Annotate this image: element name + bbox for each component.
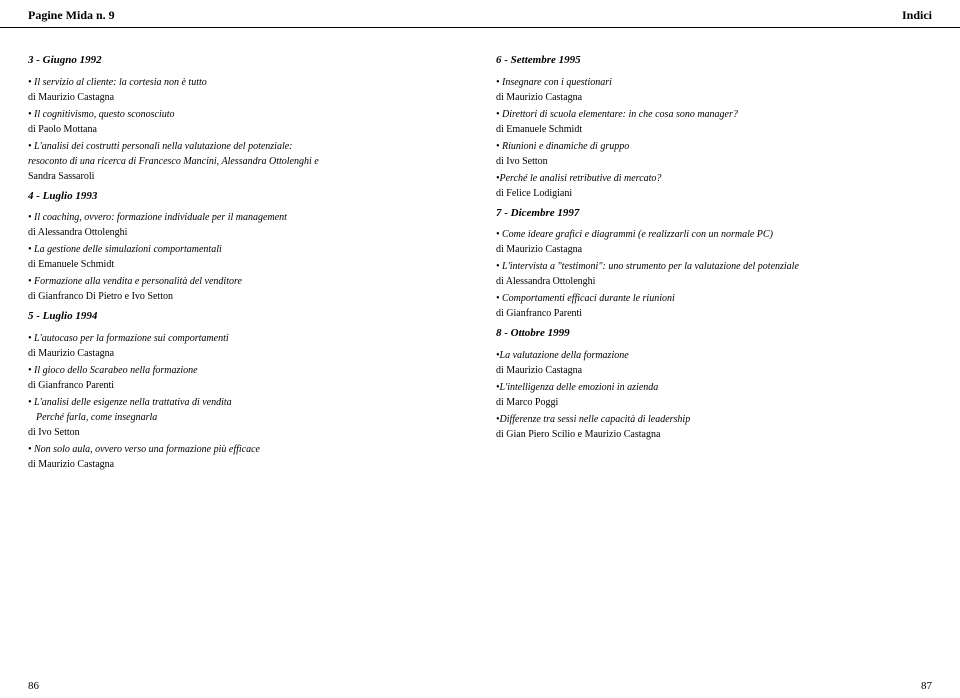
article-title: • L'autocaso per la formazione sui compo… (28, 331, 464, 346)
article-title: • Il servizio al cliente: la cortesia no… (28, 75, 464, 90)
article-author: di Gianfranco Parenti (496, 306, 932, 321)
article-title: •La valutazione della formazione (496, 348, 932, 363)
article-title: • Comportamenti efficaci durante le riun… (496, 291, 932, 306)
article-author: di Maurizio Castagna (28, 346, 464, 361)
left-column: 3 - Giugno 1992 • Il servizio al cliente… (28, 52, 464, 474)
article-author: di Emanuele Schmidt (28, 257, 464, 272)
section-heading: 3 - Giugno 1992 (28, 52, 464, 69)
article-title: •Differenze tra sessi nelle capacità di … (496, 412, 932, 427)
article-title: • L'analisi dei costrutti personali nell… (28, 139, 464, 154)
article-cont: Sandra Sassaroli (28, 169, 464, 184)
article-title: • Il cognitivismo, questo sconosciuto (28, 107, 464, 122)
article-author: di Maurizio Castagna (496, 363, 932, 378)
article-title: • Il gioco dello Scarabeo nella formazio… (28, 363, 464, 378)
article-title: •Perché le analisi retributive di mercat… (496, 171, 932, 186)
article-author: di Alessandra Ottolenghi (496, 274, 932, 289)
right-column: 6 - Settembre 1995 • Insegnare con i que… (496, 52, 932, 474)
article-author: di Maurizio Castagna (28, 457, 464, 472)
header-right: Indici (902, 8, 932, 23)
page-footer: 86 87 (0, 680, 960, 692)
article-title: • L'analisi delle esigenze nella trattat… (28, 395, 464, 410)
page-number-left: 86 (28, 680, 39, 692)
article-title: • Direttori di scuola elementare: in che… (496, 107, 932, 122)
article-title: • Come ideare grafici e diagrammi (e rea… (496, 227, 932, 242)
article-cont: Perché farla, come insegnarla (36, 410, 464, 425)
article-title: • Non solo aula, ovvero verso una formaz… (28, 442, 464, 457)
article-author: di Maurizio Castagna (496, 90, 932, 105)
section-heading: 4 - Luglio 1993 (28, 188, 464, 205)
article-title: • La gestione delle simulazioni comporta… (28, 242, 464, 257)
header-left: Pagine Mida n. 9 (28, 8, 115, 23)
article-author: di Ivo Setton (28, 425, 464, 440)
article-title: • L'intervista a "testimoni": uno strume… (496, 259, 932, 274)
article-author: di Felice Lodigiani (496, 186, 932, 201)
article-author: di Ivo Setton (496, 154, 932, 169)
article-author: di Maurizio Castagna (28, 90, 464, 105)
article-author: di Gianfranco Parenti (28, 378, 464, 393)
article-title: • Il coaching, ovvero: formazione indivi… (28, 210, 464, 225)
section-heading: 5 - Luglio 1994 (28, 308, 464, 325)
article-title: • Riunioni e dinamiche di gruppo (496, 139, 932, 154)
article-author: di Gianfranco Di Pietro e Ivo Setton (28, 289, 464, 304)
article-author: di Emanuele Schmidt (496, 122, 932, 137)
section-heading: 8 - Ottobre 1999 (496, 325, 932, 342)
article-title: • Insegnare con i questionari (496, 75, 932, 90)
article-author: di Maurizio Castagna (496, 242, 932, 257)
content-area: 3 - Giugno 1992 • Il servizio al cliente… (0, 28, 960, 474)
article-author: di Alessandra Ottolenghi (28, 225, 464, 240)
section-heading: 6 - Settembre 1995 (496, 52, 932, 69)
article-author: di Marco Poggi (496, 395, 932, 410)
page-number-right: 87 (921, 680, 932, 692)
article-author: di Gian Piero Scilio e Maurizio Castagna (496, 427, 932, 442)
article-title: • Formazione alla vendita e personalità … (28, 274, 464, 289)
article-author: di Paolo Mottana (28, 122, 464, 137)
page-header: Pagine Mida n. 9 Indici (0, 0, 960, 28)
article-title: •L'intelligenza delle emozioni in aziend… (496, 380, 932, 395)
section-heading: 7 - Dicembre 1997 (496, 205, 932, 222)
article-cont: resoconto di una ricerca di Francesco Ma… (28, 154, 464, 169)
